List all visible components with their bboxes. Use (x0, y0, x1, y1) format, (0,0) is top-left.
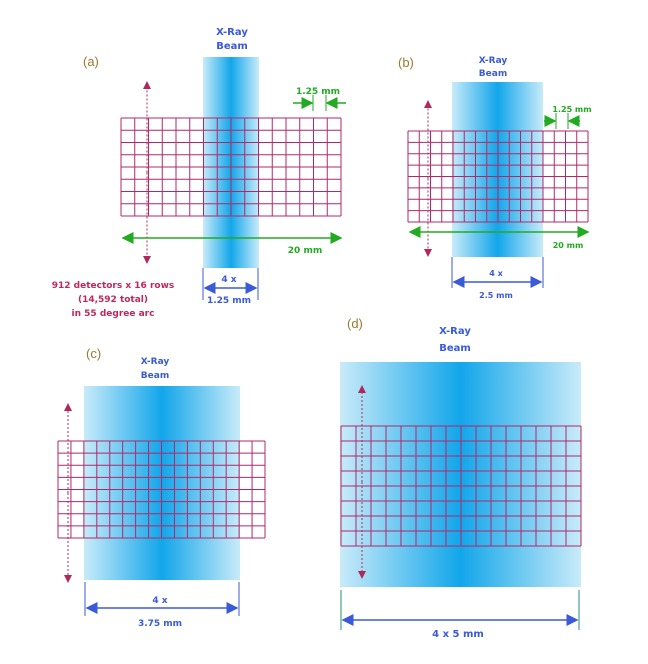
detector-note: (14,592 total) (78, 295, 148, 305)
panel-label: (d) (347, 316, 363, 331)
cell-width-label: 1.25 mm (552, 105, 591, 114)
beam-width-label: 3.75 mm (138, 619, 182, 629)
panel-c: (c) X-Ray Beam 4 x 3.75 mm (86, 346, 182, 629)
beam-title: Beam (141, 371, 169, 381)
detector-note: 912 detectors x 16 rows (52, 281, 175, 291)
panel-b: (b) X-Ray Beam 1.25 mm 20 mm 4 x 2.5 mm (398, 55, 592, 300)
cell-width-label: 1.25 mm (296, 87, 340, 97)
beam-width-label: 1.25 mm (207, 296, 251, 306)
panel-label: (a) (83, 54, 99, 69)
detector-note: in 55 degree arc (72, 309, 155, 319)
beam-width-label: 2.5 mm (479, 291, 513, 300)
total-width-label: 20 mm (553, 241, 584, 250)
panel-a: (a) X-Ray Beam 1.25 mm 20 mm 4 x 1.25 mm… (52, 27, 340, 319)
beam-title: X-Ray (216, 27, 248, 38)
beam-title: X-Ray (479, 56, 508, 66)
beam-width-label: 4 x (152, 596, 167, 606)
beam-width-label: 4 x 5 mm (432, 629, 484, 640)
beam-title: Beam (216, 41, 248, 52)
beam-title: Beam (479, 69, 507, 79)
beam-width-label: 4 x (221, 275, 236, 285)
beam-width-label: 4 x (489, 269, 503, 278)
detector-grid (57, 440, 266, 539)
detector-grid (407, 130, 589, 223)
panel-d: (d) X-Ray Beam 4 x 5 mm (347, 316, 484, 640)
beam-title: X-Ray (439, 326, 471, 337)
detector-grid (120, 117, 342, 217)
beam-title: X-Ray (141, 357, 170, 367)
panel-label: (b) (398, 55, 414, 70)
panel-label: (c) (86, 346, 101, 361)
beam-title: Beam (439, 343, 471, 354)
detector-grid (340, 425, 582, 547)
total-width-label: 20 mm (288, 246, 322, 256)
